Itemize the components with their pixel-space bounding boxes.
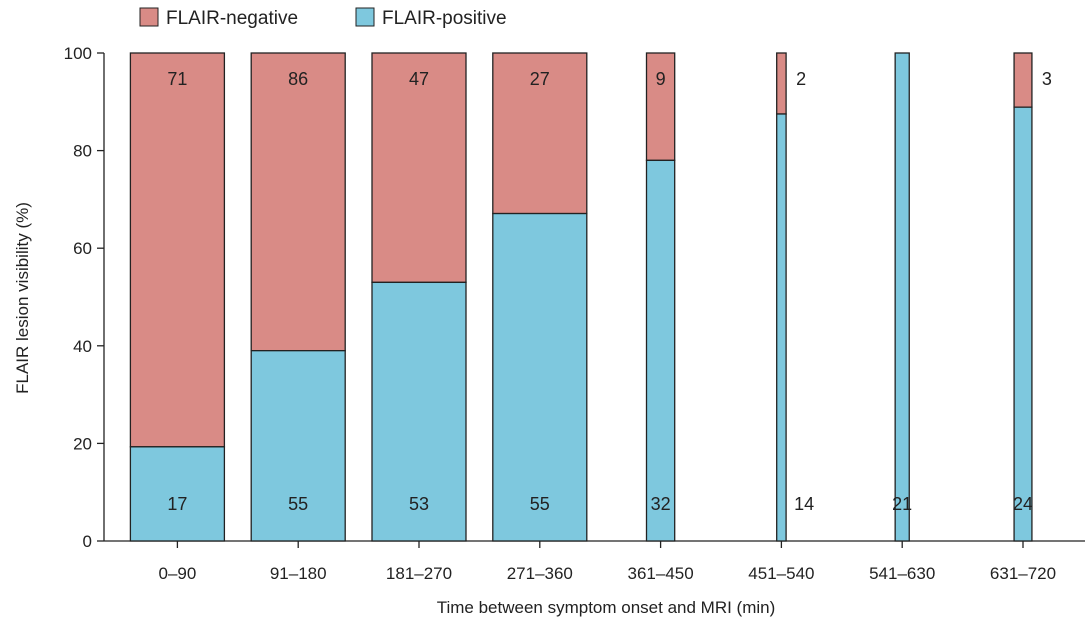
bar-flair-positive-3 — [493, 214, 587, 541]
bar-flair-positive-6 — [895, 53, 909, 541]
label-flair-positive-0: 17 — [167, 494, 187, 514]
legend-swatch-flair-positive — [356, 8, 374, 26]
label-flair-negative-3: 27 — [530, 69, 550, 89]
label-flair-negative-1: 86 — [288, 69, 308, 89]
label-flair-negative-2: 47 — [409, 69, 429, 89]
y-tick-label-0: 0 — [83, 532, 92, 551]
bar-flair-negative-5 — [777, 53, 786, 114]
bars — [130, 53, 1032, 541]
y-axis-title: FLAIR lesion visibility (%) — [13, 202, 32, 394]
label-flair-positive-5: 14 — [794, 494, 814, 514]
x-tick-label-2: 181–270 — [386, 564, 452, 583]
x-tick-label-6: 541–630 — [869, 564, 935, 583]
bar-flair-negative-1 — [251, 53, 345, 351]
bar-flair-positive-4 — [647, 160, 675, 541]
bar-flair-positive-7 — [1014, 107, 1032, 541]
legend-label-flair-positive: FLAIR-positive — [382, 8, 507, 29]
label-flair-negative-4: 9 — [656, 69, 666, 89]
label-flair-positive-6: 21 — [892, 494, 912, 514]
y-tick-label-40: 40 — [73, 337, 92, 356]
bar-flair-negative-7 — [1014, 53, 1032, 107]
x-tick-label-4: 361–450 — [628, 564, 694, 583]
y-tick-label-20: 20 — [73, 434, 92, 453]
x-tick-label-1: 91–180 — [270, 564, 327, 583]
label-flair-positive-7: 24 — [1013, 494, 1033, 514]
label-flair-positive-3: 55 — [530, 494, 550, 514]
x-tick-label-5: 451–540 — [748, 564, 814, 583]
label-flair-negative-5: 2 — [796, 69, 806, 89]
bar-flair-negative-0 — [130, 53, 224, 447]
bar-flair-positive-5 — [777, 114, 786, 541]
x-axis-title: Time between symptom onset and MRI (min) — [437, 598, 776, 617]
x-tick-label-0: 0–90 — [158, 564, 196, 583]
x-tick-label-7: 631–720 — [990, 564, 1056, 583]
label-flair-negative-0: 71 — [167, 69, 187, 89]
legend-label-flair-negative: FLAIR-negative — [166, 8, 298, 29]
y-tick-label-100: 100 — [64, 44, 92, 63]
legend: FLAIR-negative FLAIR-positive — [140, 8, 507, 29]
label-flair-positive-1: 55 — [288, 494, 308, 514]
y-tick-label-60: 60 — [73, 239, 92, 258]
label-flair-positive-2: 53 — [409, 494, 429, 514]
y-tick-label-80: 80 — [73, 142, 92, 161]
legend-swatch-flair-negative — [140, 8, 158, 26]
label-flair-negative-7: 3 — [1042, 69, 1052, 89]
x-tick-label-3: 271–360 — [507, 564, 573, 583]
label-flair-positive-4: 32 — [651, 494, 671, 514]
